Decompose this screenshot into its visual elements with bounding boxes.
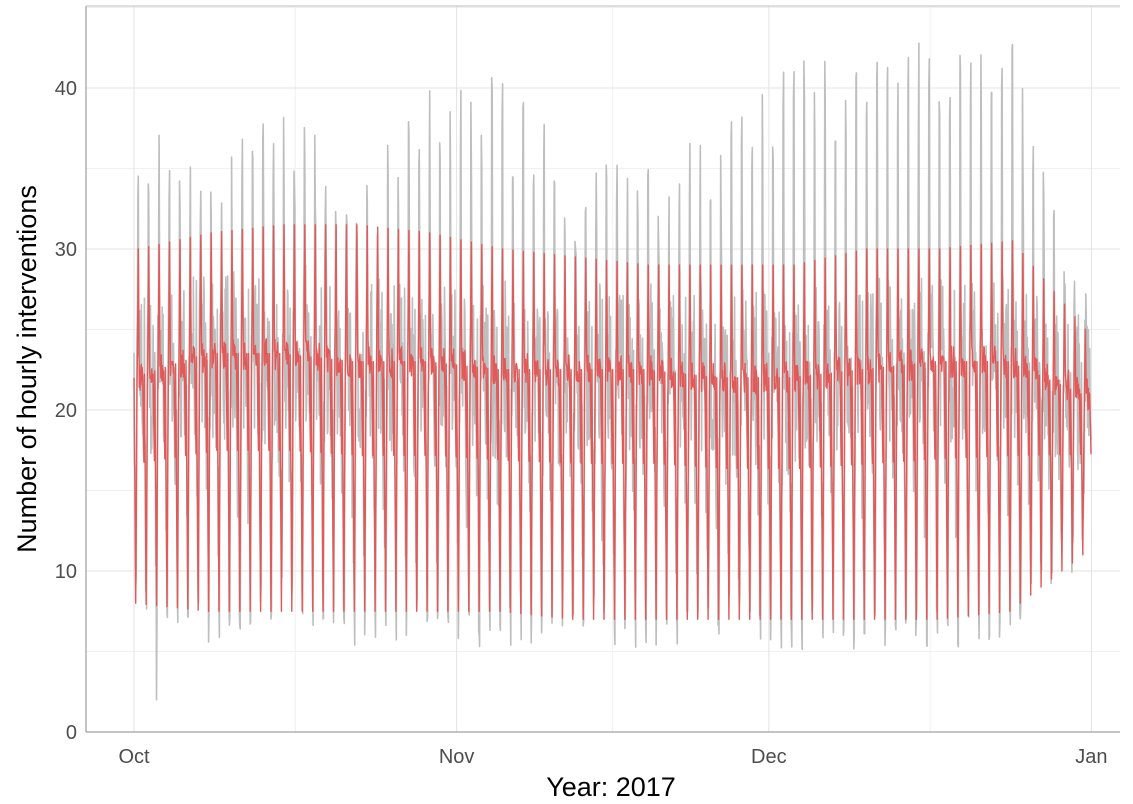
y-tick-label: 10: [55, 561, 77, 583]
series-layer: [133, 42, 1092, 701]
x-tick-label: Oct: [118, 746, 150, 768]
y-tick-label: 0: [66, 722, 77, 744]
series-line-fitted: [133, 224, 1092, 620]
y-axis-title: Number of hourly interventions: [12, 185, 42, 553]
y-tick-label: 20: [55, 400, 77, 422]
x-tick-label: Jan: [1075, 746, 1107, 768]
y-tick-label: 40: [55, 78, 77, 100]
x-tick-label: Nov: [439, 746, 475, 768]
x-tick-labels: Oct Nov Dec Jan: [118, 746, 1107, 768]
x-axis-title: Year: 2017: [546, 772, 676, 802]
x-tick-label: Dec: [751, 746, 787, 768]
y-tick-labels: 0 10 20 30 40: [55, 78, 77, 744]
y-tick-label: 30: [55, 239, 77, 261]
axes: [85, 5, 1120, 733]
